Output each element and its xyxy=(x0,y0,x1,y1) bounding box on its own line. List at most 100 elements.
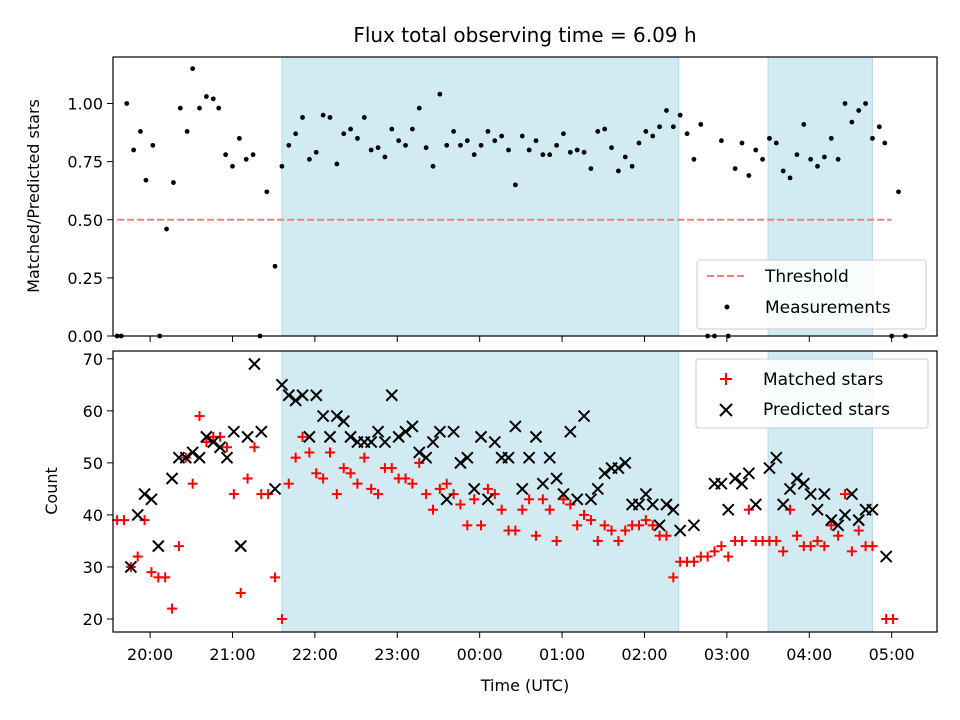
matched-star-point xyxy=(688,556,699,567)
count-panel-frame xyxy=(112,350,938,633)
measurement-point xyxy=(842,101,848,106)
predicted-star-point xyxy=(770,451,783,464)
predicted-star-point xyxy=(763,461,776,475)
matched-star-point xyxy=(228,489,239,500)
measurement-point xyxy=(177,105,183,111)
measurement-point xyxy=(143,177,149,183)
measurement-point xyxy=(526,147,532,153)
measurement-point xyxy=(863,101,868,106)
matched-star-point xyxy=(778,546,789,557)
measurement-point xyxy=(197,105,202,111)
predicted-star-point xyxy=(818,487,831,501)
matched-star-point xyxy=(427,504,438,515)
measurement-point xyxy=(485,129,491,134)
measurement-point xyxy=(780,168,786,174)
matched-star-point xyxy=(558,494,569,505)
x-tick-label: 01:00 xyxy=(539,645,585,664)
measurement-point xyxy=(677,112,683,118)
measurement-point xyxy=(506,147,511,153)
measurement-point xyxy=(334,161,340,167)
predicted-star-point xyxy=(220,451,234,464)
measurement-point xyxy=(279,163,285,169)
measurement-point xyxy=(355,135,360,141)
y-tick-label: 20 xyxy=(83,610,103,629)
measurement-point xyxy=(478,142,484,148)
measurement-point xyxy=(138,129,143,134)
y-tick-label: 0.00 xyxy=(67,327,103,346)
predicted-star-point xyxy=(591,482,604,496)
predicted-star-point xyxy=(419,451,433,464)
measurement-point xyxy=(451,129,456,134)
x-tick-label: 21:00 xyxy=(209,645,255,664)
ratio-panel: 0.00 0.25 0.50 0.75 1.00 Matched/Predicted s… xyxy=(24,56,938,346)
measurement-point xyxy=(773,140,779,146)
predicted-star-point xyxy=(213,441,227,454)
ratio-ylabel: Matched/Predicted stars xyxy=(24,99,43,293)
matched-star-point xyxy=(160,572,171,583)
predicted-star-point xyxy=(619,456,632,470)
matched-star-point xyxy=(386,463,397,474)
predicted-star-point xyxy=(879,550,893,563)
measurement-point xyxy=(150,142,156,148)
measurement-point xyxy=(828,135,834,141)
measurement-point xyxy=(732,166,738,172)
y-tick-label: 0.75 xyxy=(67,153,103,172)
matched-star-point xyxy=(812,535,823,546)
matched-star-point xyxy=(839,489,850,500)
matched-star-point xyxy=(421,489,432,500)
predicted-star-point xyxy=(433,425,447,438)
matched-star-point xyxy=(434,483,445,494)
matched-star-point xyxy=(146,567,157,578)
predicted-star-point xyxy=(612,461,625,475)
measurement-point xyxy=(746,173,752,178)
measurement-point xyxy=(519,133,525,139)
predicted-star-point xyxy=(667,503,680,516)
measurement-point xyxy=(464,138,470,144)
matched-star-point xyxy=(613,535,624,546)
predicted-star-point xyxy=(632,498,646,511)
predicted-star-point xyxy=(687,519,701,532)
measurement-point xyxy=(622,154,628,160)
measurement-point xyxy=(595,129,601,134)
matched-legend-swatch xyxy=(720,373,732,385)
predicted-star-point xyxy=(749,498,762,511)
matched-star-point xyxy=(359,452,370,463)
predicted-star-point xyxy=(344,430,357,444)
measurement-point xyxy=(581,149,587,155)
predicted-star-point xyxy=(653,519,666,532)
predicted-star-point xyxy=(406,420,419,433)
matched-star-point xyxy=(270,572,281,583)
predicted-star-point xyxy=(248,357,261,371)
predicted-star-point xyxy=(179,451,192,464)
matched-star-point xyxy=(441,478,452,489)
predicted-legend-label: Predicted stars xyxy=(763,400,890,420)
measurement-point xyxy=(300,115,305,120)
matched-star-point xyxy=(400,473,411,484)
matched-star-point xyxy=(132,551,143,562)
predicted-star-point xyxy=(598,467,611,480)
y-tick-label: 60 xyxy=(83,402,103,421)
y-tick-label: 40 xyxy=(83,506,103,525)
predicted-star-point xyxy=(207,435,220,449)
predicted-star-point xyxy=(371,425,385,438)
y-tick-label: 70 xyxy=(83,350,103,369)
matched-star-point xyxy=(201,437,212,448)
matched-star-point xyxy=(373,489,384,500)
measurement-point xyxy=(815,163,820,169)
measurement-point xyxy=(124,101,130,106)
predicted-star-point xyxy=(447,425,460,438)
measurement-point xyxy=(602,126,608,132)
measurement-point xyxy=(403,142,408,148)
measurement-point xyxy=(870,135,875,141)
matched-star-point xyxy=(249,442,260,453)
predicted-star-point xyxy=(522,451,536,464)
matched-star-point xyxy=(585,515,596,526)
measurement-point xyxy=(164,226,169,232)
matched-star-point xyxy=(633,520,644,531)
matched-star-point xyxy=(187,478,198,489)
predicted-star-point xyxy=(673,524,687,537)
matched-star-point xyxy=(736,535,747,546)
matched-star-point xyxy=(668,572,679,583)
matched-star-point xyxy=(324,447,335,458)
